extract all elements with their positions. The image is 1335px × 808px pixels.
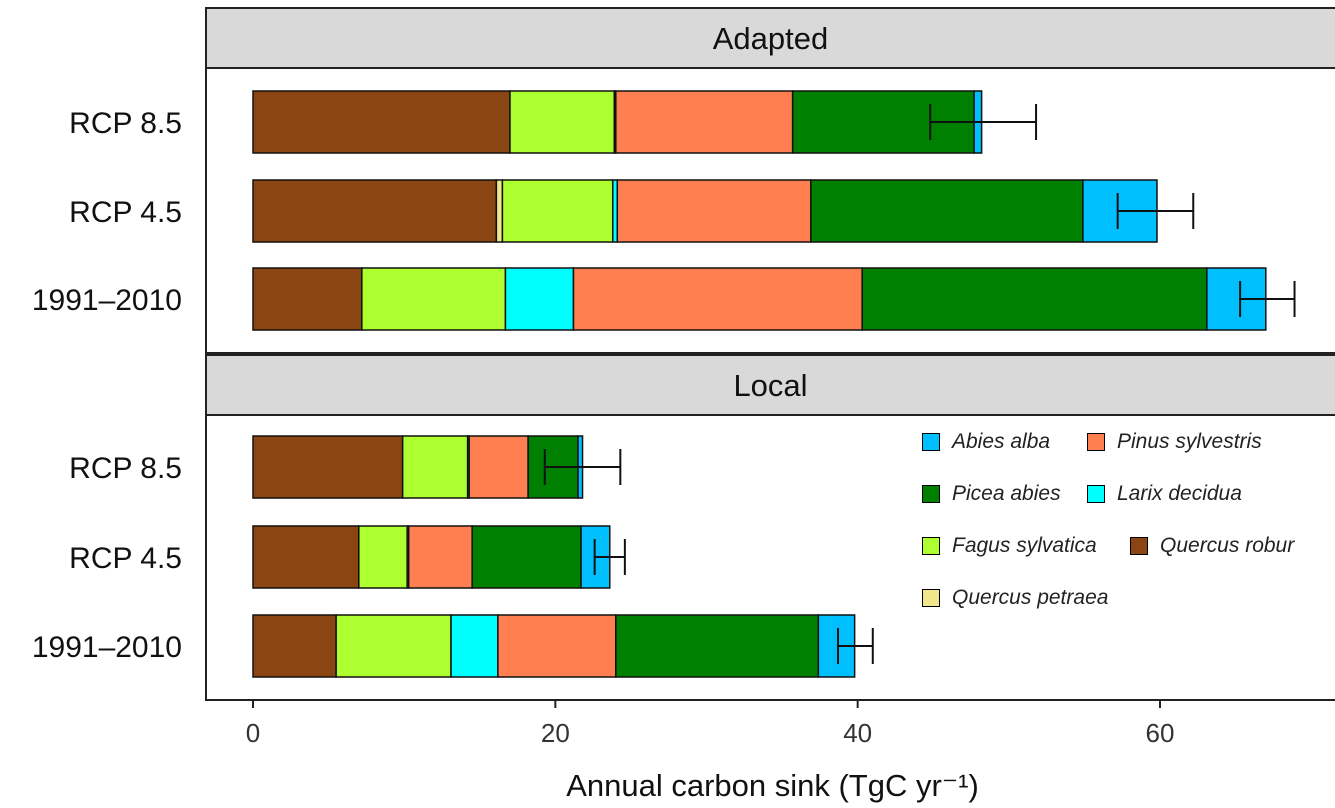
legend-swatch [922,537,940,555]
panel-title: Adapted [713,21,829,56]
bar-segment-fagus-sylvatica [501,179,614,243]
legend-swatch [922,485,940,503]
bar-segment-pinus-sylvestris [572,267,863,331]
bar-segment-fagus-sylvatica [335,614,452,678]
legend: Abies alba Pinus sylvestris Picea abies Lar… [922,430,1335,620]
bar-segment-quercus-petraea [495,179,504,243]
bar-segment-pinus-sylvestris [497,614,617,678]
legend-label: Pinus sylvestris [1117,430,1262,453]
legend-label: Quercus petraea [952,586,1109,609]
x-tick-label: 20 [541,718,570,748]
bar-segment-fagus-sylvatica [401,435,469,499]
bar-segment-picea-abies [615,614,820,678]
legend-swatch [1087,485,1105,503]
category-label: 1991–2010 [32,284,182,317]
bar-segment-fagus-sylvatica [361,267,507,331]
legend-label: Fagus sylvatica [952,534,1097,557]
bar-segment-picea-abies [861,267,1208,331]
panel-strip [205,7,1335,69]
bar-segment-quercus-robur [252,435,404,499]
bar-segment-larix-decidua [504,267,575,331]
legend-item: Picea abies [922,482,1061,506]
bar-segment-quercus-robur [252,525,360,589]
bar-segment-pinus-sylvestris [615,90,794,154]
panel-frame [205,67,1335,354]
x-tick-label: 40 [843,718,872,748]
x-axis-label: Annual carbon sink (TgC yr⁻¹) [566,768,979,803]
legend-label: Abies alba [952,430,1051,453]
legend-item: Larix decidua [1087,482,1242,506]
bar-segment-pinus-sylvestris [407,525,473,589]
bar-segment-larix-decidua [450,614,499,678]
category-label: RCP 8.5 [69,107,182,140]
bar-segment-quercus-robur [252,179,498,243]
panel-title: Local [733,368,807,403]
bar-segment-quercus-robur [252,267,363,331]
bar-segment-pinus-sylvestris [468,435,529,499]
legend-item: Quercus robur [1130,534,1294,558]
bar-segment-fagus-sylvatica [358,525,408,589]
legend-label: Picea abies [952,482,1061,505]
legend-label: Larix decidua [1117,482,1242,505]
x-tick-label: 0 [246,718,260,748]
category-label: RCP 4.5 [69,542,182,575]
legend-swatch [922,589,940,607]
legend-swatch [1130,537,1148,555]
panel-frame [205,414,1335,701]
panel-strip [205,354,1335,416]
category-label: 1991–2010 [32,631,182,664]
bar-segment-picea-abies [810,179,1084,243]
legend-swatch [1087,433,1105,451]
legend-item: Abies alba [922,430,1050,454]
bar-segment-picea-abies [471,525,582,589]
legend-swatch [922,433,940,451]
bar-segment-quercus-robur [252,614,337,678]
bar-segment-quercus-robur [252,90,511,154]
legend-label: Quercus robur [1160,534,1295,557]
category-label: RCP 8.5 [69,452,182,485]
category-label: RCP 4.5 [69,196,182,229]
x-tick-label: 60 [1146,718,1175,748]
legend-item: Quercus petraea [922,586,1108,610]
bar-segment-pinus-sylvestris [616,179,812,243]
bar-segment-fagus-sylvatica [509,90,616,154]
legend-item: Pinus sylvestris [1087,430,1262,454]
legend-item: Fagus sylvatica [922,534,1097,558]
